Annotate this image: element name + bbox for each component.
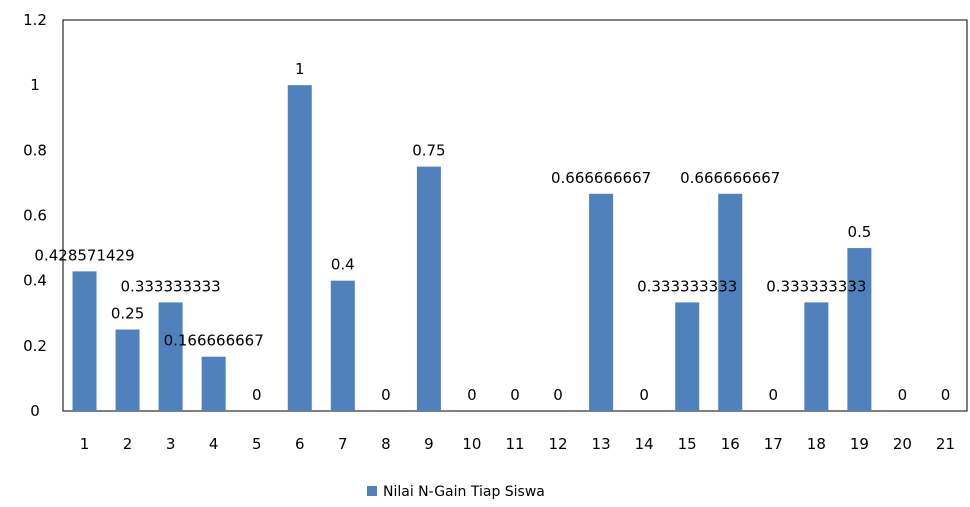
legend-swatch <box>367 486 377 496</box>
legend-label: Nilai N-Gain Tiap Siswa <box>383 484 545 500</box>
bar <box>416 166 441 411</box>
bar <box>201 356 226 411</box>
y-tick-label: 0.4 <box>23 272 47 290</box>
x-tick-label: 17 <box>764 435 783 453</box>
data-label: 0.428571429 <box>34 246 134 264</box>
y-axis-ticks: 0 0.2 0.4 0.6 0.8 1 1.2 <box>23 11 47 420</box>
bars <box>72 85 872 412</box>
x-tick-label: 6 <box>295 435 305 453</box>
data-label: 0.666666667 <box>551 169 651 187</box>
plot-frame <box>62 19 968 412</box>
x-tick-label: 11 <box>505 435 524 453</box>
data-label: 0.333333333 <box>121 277 221 295</box>
x-tick-label: 3 <box>166 435 176 453</box>
x-tick-label: 18 <box>807 435 826 453</box>
data-labels: 0.428571429 0.25 0.333333333 0.166666667 0 1 0… <box>34 60 950 404</box>
data-label: 1 <box>295 60 305 78</box>
bar <box>72 271 97 411</box>
data-label: 0.666666667 <box>680 169 780 187</box>
x-tick-label: 4 <box>209 435 219 453</box>
x-tick-label: 9 <box>424 435 434 453</box>
x-tick-label: 15 <box>678 435 697 453</box>
x-tick-label: 13 <box>592 435 611 453</box>
x-tick-label: 8 <box>381 435 391 453</box>
x-tick-label: 19 <box>850 435 869 453</box>
data-label: 0 <box>252 386 262 404</box>
x-tick-label: 10 <box>462 435 481 453</box>
data-label: 0 <box>381 386 391 404</box>
y-tick-label: 0.6 <box>23 207 47 225</box>
data-label: 0 <box>898 386 908 404</box>
data-label: 0 <box>639 386 649 404</box>
bar <box>115 329 140 411</box>
x-tick-label: 16 <box>721 435 740 453</box>
plot-border <box>62 19 968 412</box>
x-tick-label: 21 <box>936 435 955 453</box>
bar <box>589 193 614 411</box>
y-tick-label: 0.2 <box>23 337 47 355</box>
x-tick-label: 14 <box>635 435 654 453</box>
bar <box>847 248 872 411</box>
x-tick-label: 7 <box>338 435 348 453</box>
data-label: 0 <box>510 386 520 404</box>
data-label: 0.333333333 <box>766 277 866 295</box>
data-label: 0.5 <box>847 223 871 241</box>
x-tick-label: 5 <box>252 435 262 453</box>
data-label: 0.25 <box>111 305 144 323</box>
x-tick-label: 20 <box>893 435 912 453</box>
bar <box>158 302 183 411</box>
y-tick-label: 1 <box>30 76 40 94</box>
bar <box>330 280 355 411</box>
data-label: 0.166666667 <box>164 332 264 350</box>
bar <box>675 302 700 411</box>
data-label: 0.333333333 <box>637 277 737 295</box>
data-label: 0 <box>941 386 951 404</box>
bar <box>718 193 743 411</box>
bar <box>287 85 312 412</box>
x-tick-label: 12 <box>549 435 568 453</box>
data-label: 0 <box>553 386 563 404</box>
x-tick-label: 2 <box>123 435 133 453</box>
y-tick-label: 1.2 <box>23 11 47 29</box>
data-label: 0 <box>769 386 779 404</box>
data-label: 0.75 <box>412 142 445 160</box>
y-tick-label: 0.8 <box>23 141 47 159</box>
data-label: 0.4 <box>331 256 355 274</box>
legend: Nilai N-Gain Tiap Siswa <box>367 484 545 500</box>
x-tick-label: 1 <box>80 435 90 453</box>
x-axis-ticks: 1 2 3 4 5 6 7 8 9 10 11 12 13 14 15 16 17 18 19 20 21 <box>80 435 955 453</box>
bar <box>804 302 829 411</box>
data-label: 0 <box>467 386 477 404</box>
y-tick-label: 0 <box>30 402 40 420</box>
